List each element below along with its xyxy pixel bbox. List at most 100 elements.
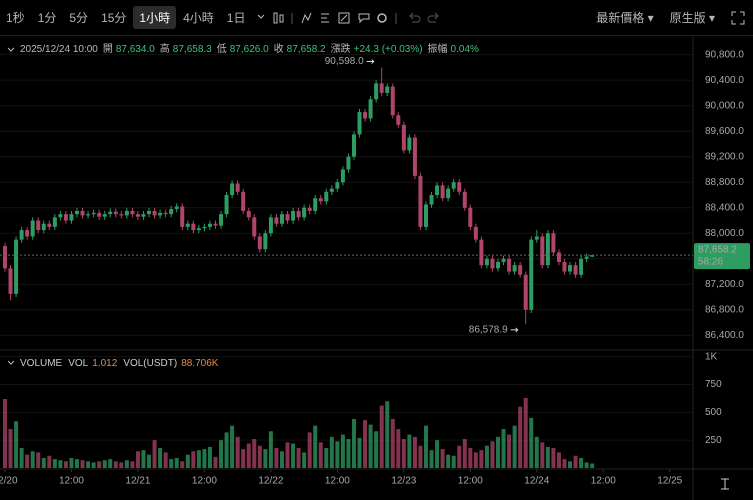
candle-body (141, 214, 146, 217)
candle-body (446, 188, 451, 199)
last-price-box (694, 243, 750, 270)
candle-body (484, 258, 489, 266)
candle-body (47, 223, 52, 227)
volume-bar (357, 437, 362, 468)
volume-bar (579, 457, 584, 468)
candle-body (19, 230, 24, 240)
candle-body (219, 214, 224, 226)
candle-body (174, 206, 179, 210)
candle-body (473, 226, 478, 240)
fullscreen[interactable] (731, 11, 745, 25)
candle-body (158, 212, 163, 216)
candle-body (429, 195, 434, 205)
volume-bar (219, 440, 224, 468)
candle-body (523, 274, 528, 310)
volume-bar (346, 439, 351, 468)
price-source-label[interactable]: 最新價格 (596, 11, 645, 25)
y-tick-label: 88,800.0 (705, 177, 744, 188)
candle-body (30, 220, 35, 237)
volume-bar (540, 442, 545, 468)
candle-body (58, 214, 63, 218)
info-text: 87,626.0 (230, 44, 269, 55)
volume-bar (163, 452, 168, 468)
volume-bar (202, 449, 207, 468)
toolbar-icons[interactable] (254, 8, 404, 28)
volume-bar (241, 449, 246, 468)
info-text: 87,634.0 (116, 44, 155, 55)
candle-body (130, 210, 135, 215)
info-text: 2025/12/24 10:00 (20, 44, 98, 55)
candle-body (113, 211, 118, 215)
interval[interactable]: 1日 (226, 11, 246, 25)
undo-redo[interactable] (404, 8, 444, 28)
interval[interactable]: 4小時 (183, 11, 214, 25)
volume-bar (25, 454, 30, 468)
volume-bar (379, 405, 384, 468)
info-text: 1.012 (92, 358, 117, 369)
candle-body (147, 210, 152, 215)
volume-bar (274, 447, 279, 468)
candle-body (457, 182, 462, 192)
candle-body (507, 258, 512, 272)
candle-body (396, 115, 401, 125)
candle-body (479, 239, 484, 266)
volume-bar (191, 451, 196, 468)
info-text: 低 (217, 42, 227, 55)
info-text: 87,658.3 (173, 44, 212, 55)
candle-body (374, 83, 379, 100)
volume-bar (252, 439, 257, 468)
candle-body (246, 210, 251, 218)
volume-bar (412, 436, 417, 468)
annotation: 86,578.9 (469, 325, 508, 336)
collapse-icon[interactable] (7, 360, 15, 365)
candle-body (285, 214, 290, 221)
volume-bar (313, 425, 318, 468)
candle-body (102, 214, 107, 217)
volume-bar (14, 421, 19, 468)
volume-bar (429, 450, 434, 468)
volume-bar (568, 461, 573, 468)
interval[interactable]: 1分 (37, 11, 57, 25)
candle-body (279, 214, 284, 224)
candle-body (52, 217, 57, 227)
price-source[interactable]: 最新價格 ▾ (596, 11, 654, 25)
annotation-arrow (510, 327, 519, 333)
volume-bar (207, 446, 212, 468)
candle-body (590, 255, 595, 257)
interval[interactable]: 1秒 (6, 11, 25, 25)
volume-bar (302, 452, 307, 468)
x-tick-label: 12:00 (325, 476, 350, 487)
candle-body (368, 99, 373, 119)
volume-bar (523, 397, 528, 468)
collapse-icon[interactable] (7, 47, 15, 52)
volume-bar (573, 455, 578, 468)
candle-body (351, 134, 356, 157)
candle-body (274, 217, 279, 224)
volume-bar (307, 432, 312, 468)
candle-body (196, 228, 201, 231)
auto-scale-icon[interactable] (721, 478, 729, 490)
candle-body (307, 207, 312, 211)
candle-body (2, 246, 7, 269)
volume-bar (484, 445, 489, 468)
volume-bar (113, 461, 118, 468)
volume-bar (396, 429, 401, 468)
candle-body (462, 191, 467, 208)
interval[interactable]: 15分 (101, 11, 127, 25)
volume-bar (52, 459, 57, 468)
info-text: 振幅 (428, 42, 448, 55)
candle-body (379, 83, 384, 93)
volume-bar (36, 452, 41, 468)
volume-bar (91, 462, 96, 468)
version-label[interactable]: 原生版 (669, 11, 706, 25)
candle-body (451, 182, 456, 189)
volume-bar (268, 431, 273, 468)
x-tick-label: 12/24 (524, 476, 549, 487)
interval[interactable]: 5分 (69, 11, 89, 25)
candle-body (291, 210, 296, 221)
volume-bar (279, 451, 284, 468)
ohlc-info: 2025/12/24 10:00 開 87,634.0 高 87,658.3 低 87,62… (20, 42, 479, 55)
interval[interactable]: 1小時 (133, 6, 177, 29)
version[interactable]: 原生版 ▾ (669, 11, 715, 25)
candle-body (124, 210, 129, 216)
